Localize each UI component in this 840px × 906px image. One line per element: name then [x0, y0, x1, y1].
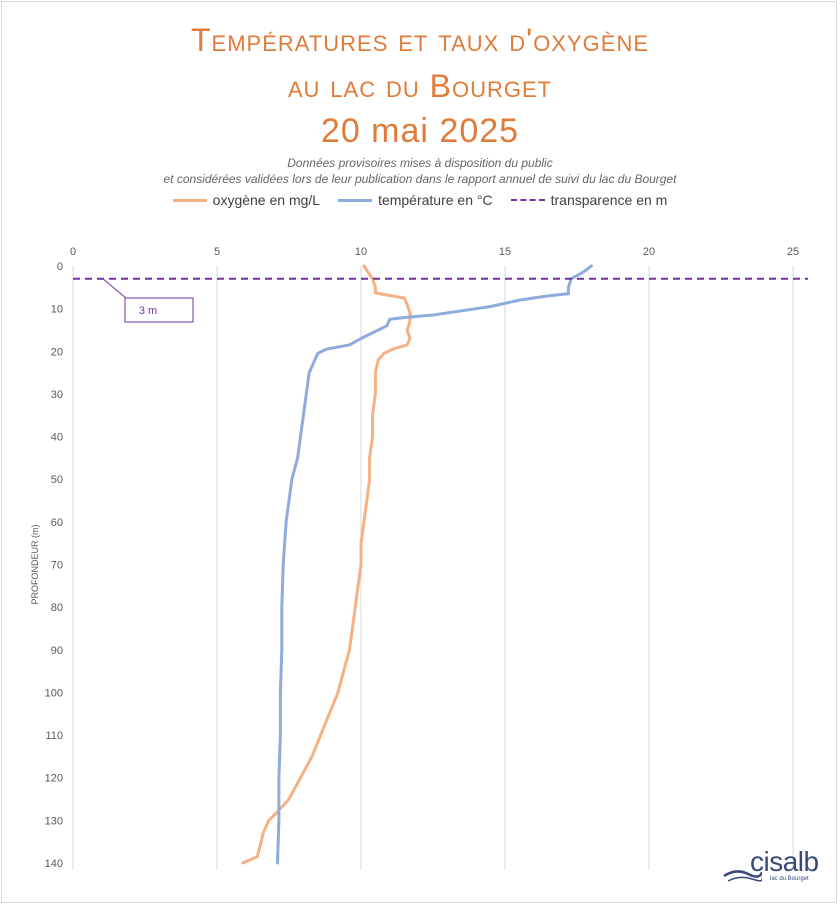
chart-legend: oxygène en mg/L température en °C transp… — [0, 192, 840, 208]
y-tick-label: 120 — [45, 773, 63, 785]
chart-title-date: 20 mai 2025 — [320, 112, 520, 150]
x-tick-label: 0 — [70, 246, 76, 258]
y-tick-label: 30 — [51, 389, 63, 401]
y-tick-label: 90 — [51, 645, 63, 657]
y-tick-label: 50 — [51, 474, 63, 486]
y-tick-label: 130 — [45, 815, 63, 827]
chart-subtitle-line1: Données provisoires mises à disposition … — [287, 156, 553, 170]
y-tick-label: 70 — [51, 560, 63, 572]
y-tick-label: 100 — [45, 687, 63, 699]
y-tick-label: 40 — [51, 432, 63, 444]
cisalb-logo: cisalb lac du Bourget — [722, 846, 832, 886]
y-tick-label: 0 — [57, 261, 63, 273]
y-tick-label: 110 — [45, 730, 63, 742]
legend-item-transparency: transparence en m — [510, 192, 668, 208]
y-tick-label: 20 — [51, 346, 63, 358]
y-tick-label: 80 — [51, 602, 63, 614]
x-tick-label: 25 — [787, 246, 799, 258]
x-tick-label: 10 — [355, 246, 367, 258]
oxygen-line — [241, 264, 412, 865]
logo-wave-icon — [723, 870, 762, 882]
y-axis-title: PROFONDEUR (m) — [30, 525, 40, 605]
x-tick-label: 5 — [214, 246, 220, 258]
chart-subtitle-line2: et considérées validées lors de leur pub… — [163, 172, 677, 186]
y-tick-label: 60 — [51, 517, 63, 529]
chart-title-line2: au lac du Bourget — [287, 68, 553, 104]
legend-item-oxygen: oxygène en mg/L — [172, 192, 321, 208]
legend-label-transparency: transparence en m — [550, 192, 668, 208]
legend-item-temperature: température en °C — [338, 192, 493, 208]
x-tick-label: 15 — [499, 246, 511, 258]
logo-text: cisalb — [750, 846, 819, 877]
chart-title-line1: Températures et taux d'oxygène — [190, 22, 649, 58]
x-tick-label: 20 — [643, 246, 655, 258]
temperature-line — [276, 264, 593, 865]
legend-label-temperature: température en °C — [378, 192, 493, 208]
legend-swatch-oxygen — [172, 198, 207, 202]
y-tick-label: 10 — [51, 304, 63, 316]
transparency-callout-label: 3 m — [139, 305, 157, 317]
transparency-callout-box — [124, 297, 194, 323]
legend-label-oxygen: oxygène en mg/L — [212, 192, 321, 208]
legend-swatch-transparency — [510, 199, 545, 201]
legend-swatch-temperature — [338, 198, 373, 202]
y-tick-label: 140 — [45, 858, 63, 870]
logo-tagline: lac du Bourget — [770, 876, 809, 882]
transparency-callout-leader — [102, 278, 128, 300]
